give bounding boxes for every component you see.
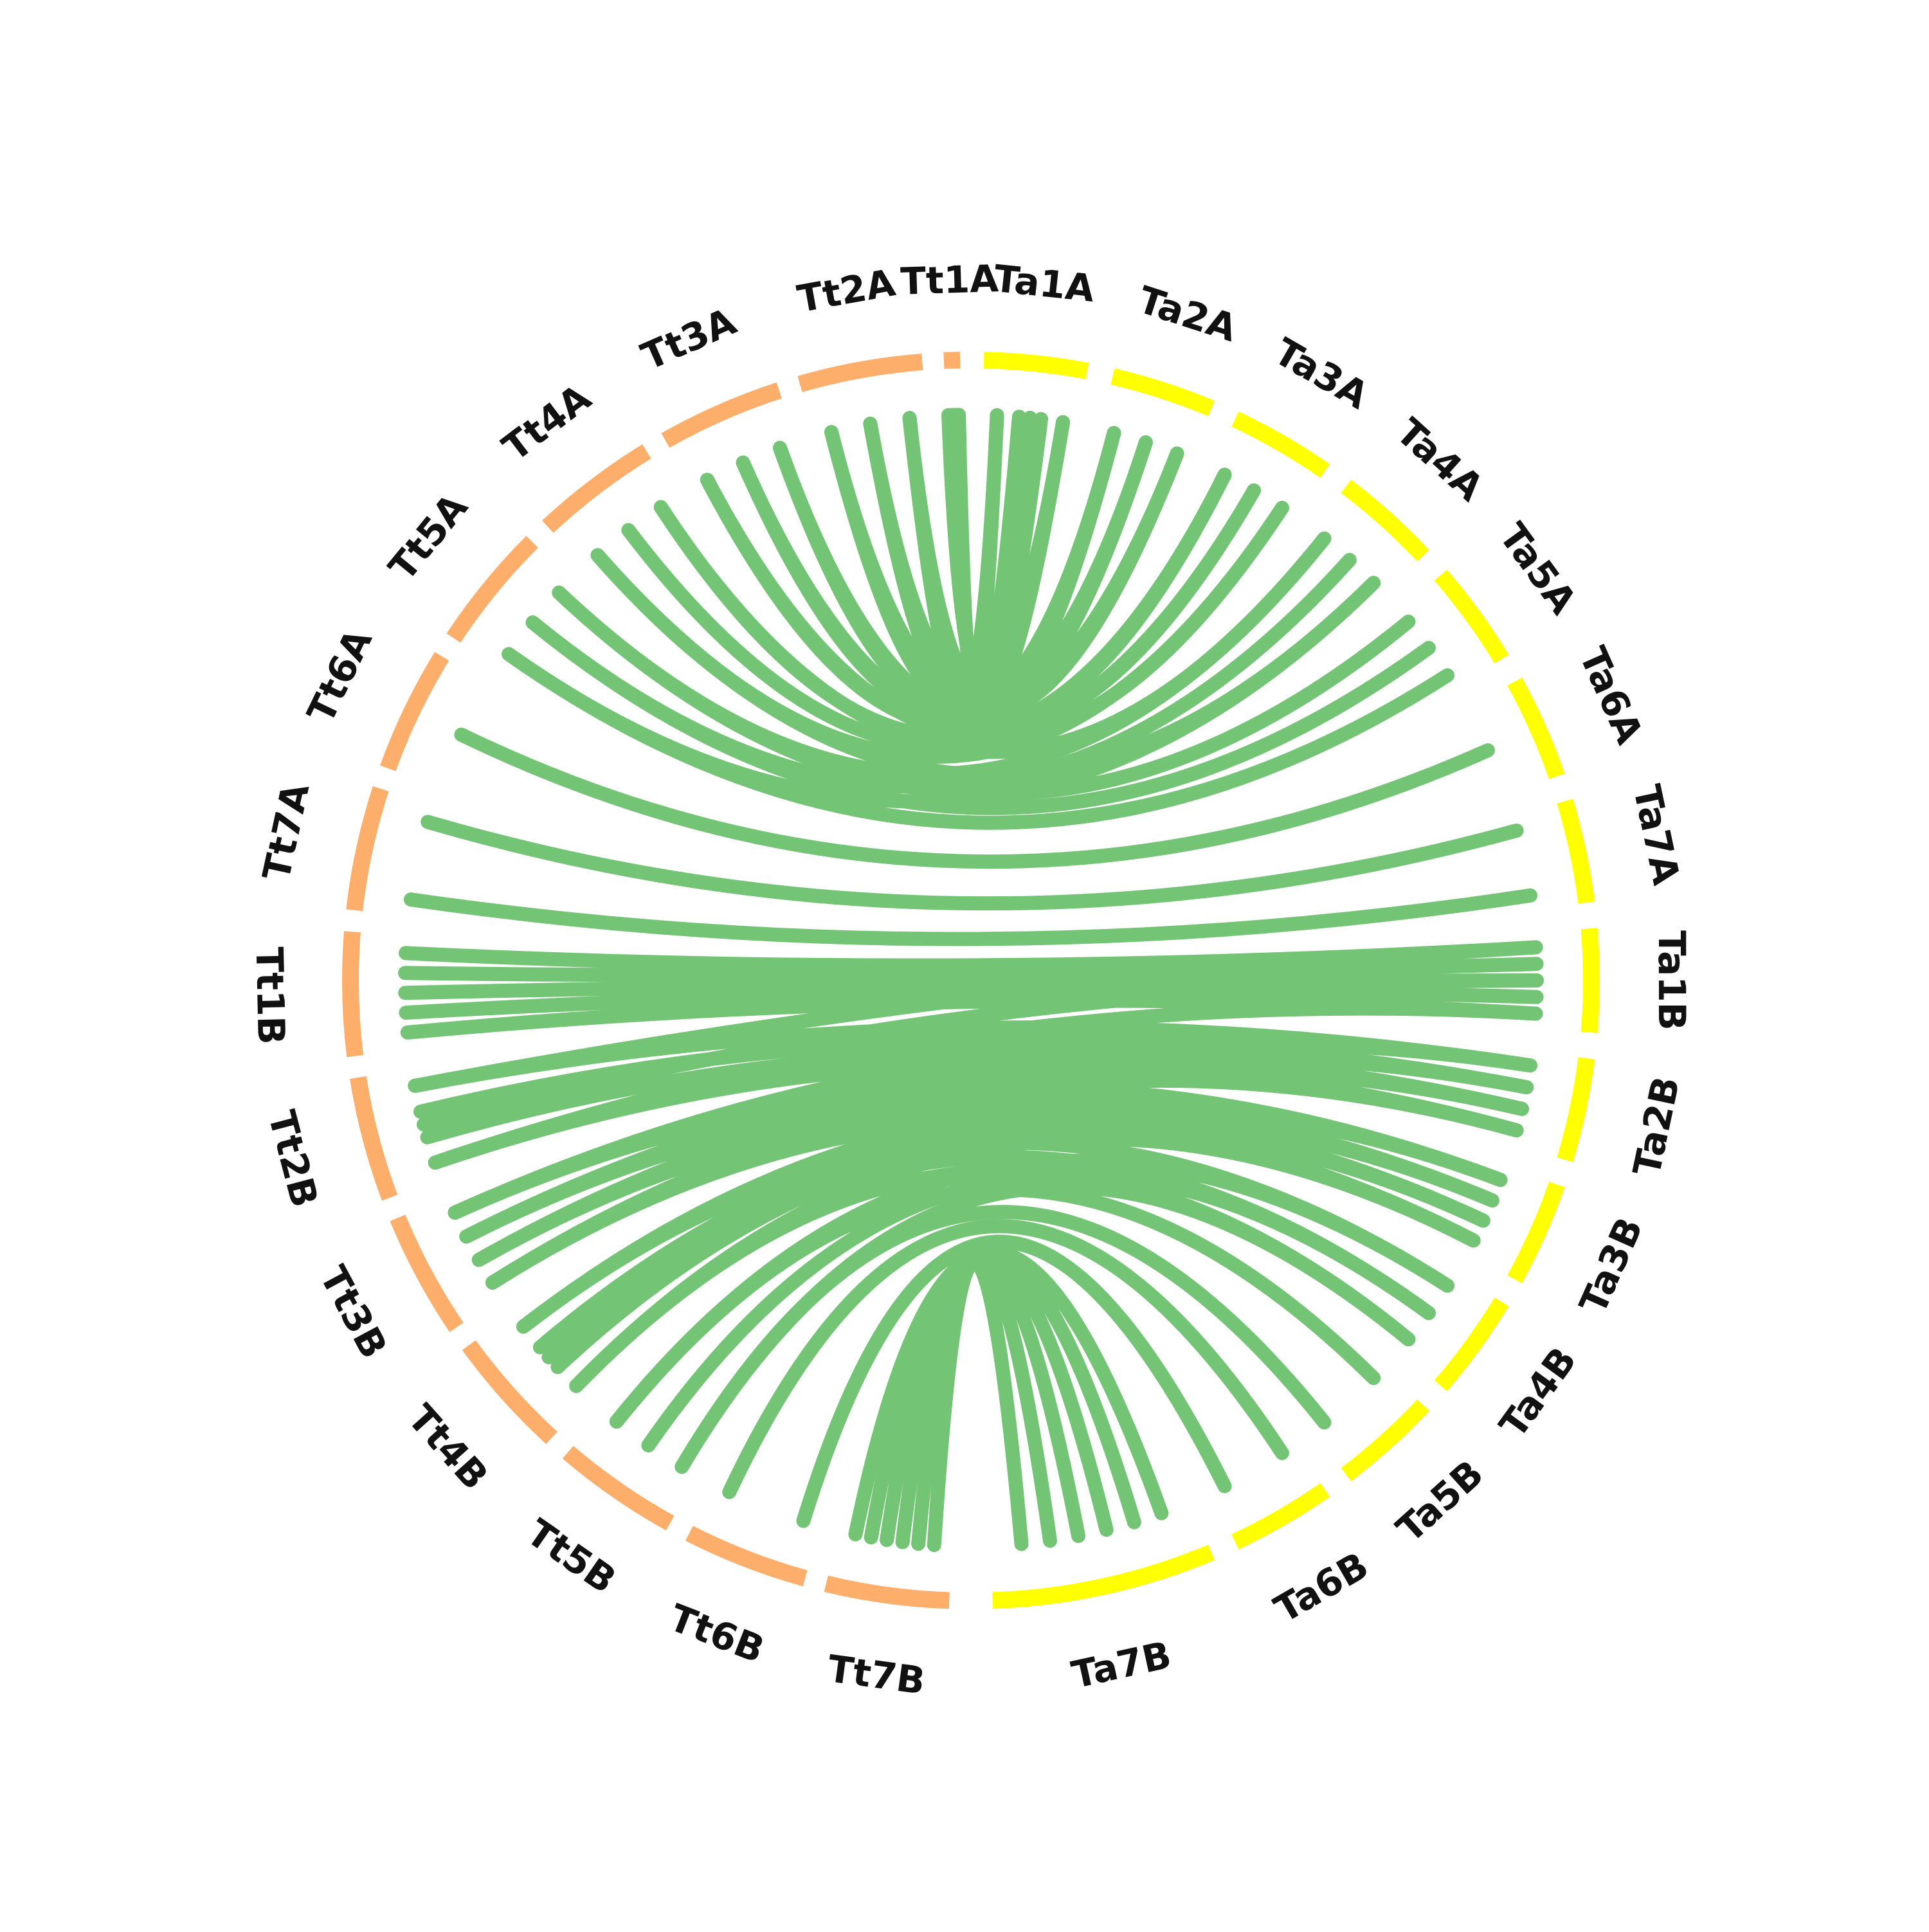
chromosome-label-ta1a: Ta1A bbox=[992, 257, 1097, 311]
chromosome-segment-ta1a bbox=[983, 352, 1089, 379]
chromosome-label-ta1b: Ta1B bbox=[1650, 930, 1694, 1031]
synteny-link-ta7a-tt7a bbox=[404, 888, 1538, 946]
chromosome-label-ta3b: Ta3B bbox=[1571, 1211, 1651, 1320]
chromosome-label-ta6a: Ta6A bbox=[1571, 640, 1652, 750]
chromosome-label-ta3a: Ta3A bbox=[1267, 329, 1376, 417]
chromosome-segment-tt6b bbox=[685, 1526, 808, 1587]
chromosome-segment-tt1b bbox=[342, 931, 364, 1058]
chromosome-segment-ta2b bbox=[1557, 1057, 1595, 1162]
chromosome-segment-tt2a bbox=[797, 354, 923, 392]
chromosome-label-tt7b: Tt7B bbox=[825, 1647, 928, 1703]
synteny-link-ta1b-tt2b bbox=[417, 973, 1544, 1132]
chromosome-label-ta2b: Ta2B bbox=[1625, 1072, 1689, 1180]
synteny-link-ta7b-tt7b bbox=[927, 1255, 1029, 1553]
chromosome-segment-tt6a bbox=[379, 651, 449, 772]
chromosome-segment-tt5a bbox=[446, 536, 538, 643]
chromosome-label-tt3b: Tt3B bbox=[311, 1259, 396, 1366]
chromosome-label-tt7a: Tt7A bbox=[254, 779, 318, 885]
chromosome-segment-tt4b bbox=[462, 1340, 557, 1445]
chromosome-segment-tt5b bbox=[562, 1445, 675, 1531]
chromosome-segment-ta5b bbox=[1341, 1399, 1429, 1482]
chromosome-label-tt6a: Tt6A bbox=[298, 622, 381, 730]
synteny-link-ta3b-tt4b bbox=[532, 1110, 1499, 1355]
chromosome-label-ta7a: Ta7A bbox=[1625, 781, 1689, 889]
chromosome-label-tt6b: Tt6B bbox=[664, 1596, 770, 1672]
chromosome-segment-tt3a bbox=[661, 382, 782, 448]
chromosome-segment-ta6b bbox=[1231, 1483, 1330, 1549]
synteny-link-ta5a-tt5a bbox=[502, 647, 1455, 830]
synteny-link-ta6b-tt6b bbox=[722, 1219, 1289, 1499]
chromosome-segment-ta3b bbox=[1507, 1182, 1565, 1284]
chromosome-segment-ta4b bbox=[1434, 1297, 1509, 1392]
chromosome-segment-ta7b bbox=[992, 1544, 1215, 1609]
chromosome-segment-ta5a bbox=[1434, 569, 1509, 664]
chromosome-segment-tt2b bbox=[350, 1076, 398, 1201]
chromosome-label-tt5b: Tt5B bbox=[519, 1510, 624, 1602]
chromosome-segment-ta2a bbox=[1110, 368, 1215, 417]
chromosome-label-ta5b: Ta5B bbox=[1388, 1452, 1492, 1551]
chromosome-label-tt1a: Tt1A bbox=[900, 257, 999, 303]
chromosome-segment-tt1a bbox=[943, 352, 961, 369]
synteny-link-ta7a-tt7a bbox=[421, 815, 1524, 911]
chromosome-label-tt4a: Tt4A bbox=[494, 375, 599, 470]
synteny-link-ta5b-tt5b bbox=[609, 1182, 1381, 1429]
synteny-link-ta1b-tt1b bbox=[398, 957, 1544, 982]
chromosome-label-ta4a: Ta4A bbox=[1388, 410, 1492, 509]
chromosome-segment-ta3a bbox=[1231, 411, 1330, 478]
chromosome-label-ta7b: Ta7B bbox=[1068, 1633, 1175, 1697]
synteny-link-ta5a-tt5a bbox=[552, 585, 1416, 802]
chromosome-segment-ta7a bbox=[1557, 799, 1595, 904]
chromosome-segment-ta6a bbox=[1507, 677, 1565, 779]
chromosome-segment-tt4a bbox=[542, 444, 651, 533]
synteny-link-ta5a-tt5a bbox=[525, 615, 1436, 815]
chromosome-segment-tt7a bbox=[346, 786, 389, 912]
chromosome-label-ta5a: Ta5A bbox=[1490, 515, 1585, 622]
chromosome-segment-tt3b bbox=[390, 1214, 464, 1332]
chromosome-ring bbox=[342, 352, 1600, 1609]
chromosome-label-tt1b: Tt1B bbox=[248, 946, 293, 1045]
chromosome-label-ta4b: Ta4B bbox=[1491, 1339, 1586, 1446]
chromosome-segment-ta1b bbox=[1580, 928, 1600, 1033]
chromosome-label-tt2b: Tt2B bbox=[260, 1106, 327, 1211]
chromosome-label-ta2a: Ta2A bbox=[1133, 278, 1242, 350]
chromosome-label-tt4b: Tt4B bbox=[399, 1396, 497, 1499]
chromosome-segment-ta4a bbox=[1341, 479, 1429, 562]
synteny-link-ta6a-tt6a bbox=[454, 727, 1495, 869]
chromosome-label-tt2a: Tt2A bbox=[794, 260, 898, 321]
chromosome-label-tt3a: Tt3A bbox=[635, 299, 742, 379]
links-layer bbox=[398, 408, 1544, 1553]
synteny-link-ta4b-tt5b bbox=[641, 1167, 1436, 1453]
chromosome-label-tt5a: Tt5A bbox=[380, 485, 476, 589]
synteny-link-ta6b-tt6b bbox=[796, 1234, 1232, 1528]
synteny-link-ta5b-tt5b bbox=[675, 1205, 1332, 1474]
chromosome-label-ta6b: Ta6B bbox=[1267, 1544, 1376, 1632]
chromosome-segment-tt7b bbox=[824, 1575, 950, 1609]
